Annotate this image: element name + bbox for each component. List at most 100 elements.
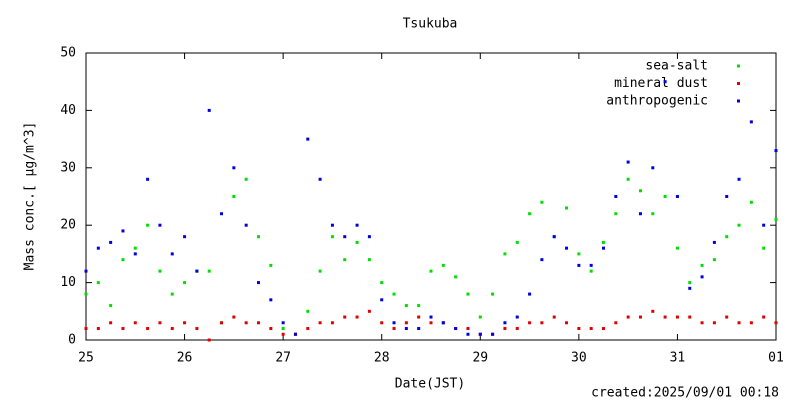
point: [244, 177, 248, 181]
point: [84, 327, 88, 331]
point: [183, 321, 187, 325]
y-tick-label: 40: [60, 103, 76, 118]
point: [515, 327, 519, 331]
point: [318, 177, 322, 181]
point: [503, 321, 507, 325]
point: [466, 332, 470, 336]
x-tick-label: 25: [78, 351, 94, 366]
point: [675, 195, 679, 198]
point: [318, 321, 322, 325]
point: [96, 327, 100, 331]
point: [380, 298, 384, 302]
point: [528, 321, 532, 325]
point: [207, 338, 211, 342]
point: [232, 166, 236, 170]
x-tick-label: 26: [177, 351, 193, 366]
point: [688, 286, 692, 290]
point: [441, 263, 445, 267]
point: [121, 258, 125, 262]
point: [343, 258, 347, 262]
point: [121, 327, 125, 331]
point: [651, 166, 655, 170]
point: [355, 223, 359, 227]
point: [244, 223, 248, 227]
point: [725, 195, 729, 198]
point: [663, 80, 667, 84]
point: [540, 200, 544, 204]
legend-label: mineral dust: [614, 76, 708, 91]
point: [478, 332, 482, 336]
point: [577, 252, 581, 256]
point: [244, 321, 248, 325]
point: [675, 315, 679, 319]
x-axis-label: Date(JST): [395, 377, 465, 392]
legend-marker: [737, 64, 740, 68]
point: [626, 160, 630, 164]
point: [109, 304, 113, 308]
point: [651, 309, 655, 313]
point: [232, 195, 236, 198]
point: [589, 327, 593, 331]
point: [367, 235, 371, 239]
point: [318, 269, 322, 273]
point: [158, 321, 162, 325]
point: [737, 321, 741, 325]
x-tick-label: 01: [768, 351, 784, 366]
point: [281, 327, 285, 331]
point: [712, 321, 716, 325]
point: [195, 327, 199, 331]
point: [663, 315, 667, 319]
point: [515, 240, 519, 244]
point: [454, 275, 458, 279]
point: [367, 309, 371, 313]
point: [207, 108, 211, 112]
chart-title: Tsukuba: [403, 17, 458, 32]
point: [762, 246, 766, 250]
point: [626, 177, 630, 181]
point: [133, 321, 137, 325]
point: [195, 269, 199, 273]
point: [565, 321, 569, 325]
point: [589, 263, 593, 267]
point: [651, 212, 655, 216]
point: [565, 206, 569, 210]
point: [552, 235, 556, 239]
point: [257, 235, 260, 239]
x-tick-label: 29: [472, 351, 488, 366]
point: [380, 281, 384, 285]
point: [121, 229, 125, 233]
point: [700, 321, 704, 325]
point: [774, 321, 778, 325]
point: [257, 321, 260, 325]
point: [552, 315, 556, 319]
point: [528, 212, 532, 216]
point: [614, 321, 618, 325]
point: [700, 263, 704, 267]
point: [749, 200, 753, 204]
point: [638, 189, 642, 193]
point: [293, 332, 297, 336]
point: [170, 292, 174, 296]
point: [774, 149, 778, 153]
point: [417, 304, 421, 308]
point: [528, 292, 532, 296]
point: [515, 315, 519, 319]
point: [158, 223, 162, 227]
plot-frame: [85, 52, 777, 341]
point: [638, 315, 642, 319]
point: [146, 223, 150, 227]
point: [404, 304, 408, 308]
point: [220, 212, 224, 216]
point: [133, 252, 137, 256]
point: [269, 327, 273, 331]
point: [392, 321, 396, 325]
point: [577, 263, 581, 267]
point: [602, 240, 605, 244]
annotation: created:2025/09/01 00:18: [591, 386, 779, 401]
y-tick-label: 20: [60, 218, 76, 233]
point: [614, 212, 618, 216]
point: [749, 120, 753, 124]
legend-marker: [737, 82, 740, 85]
point: [392, 327, 396, 331]
